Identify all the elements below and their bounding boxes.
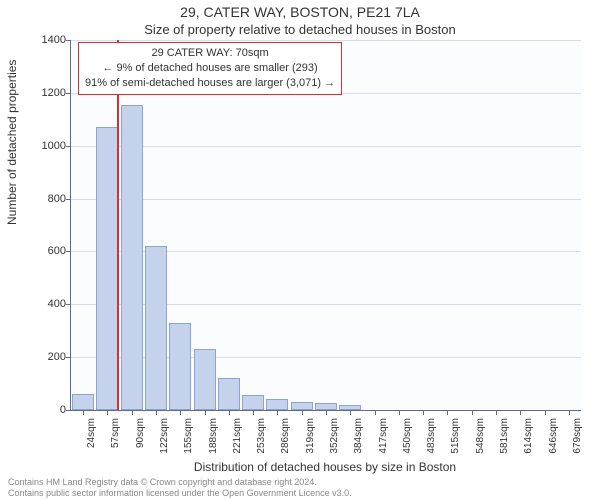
xtick-mark [423, 410, 424, 415]
xtick-mark [253, 410, 254, 415]
xtick-label: 352sqm [329, 418, 340, 454]
xtick-mark [229, 410, 230, 415]
xtick-mark [205, 410, 206, 415]
ytick-mark [66, 357, 71, 358]
xtick-mark [545, 410, 546, 415]
bar [291, 402, 313, 410]
chart-container: 29, CATER WAY, BOSTON, PE21 7LA Size of … [0, 0, 600, 500]
ytick-mark [66, 93, 71, 94]
title-sub: Size of property relative to detached ho… [0, 22, 600, 37]
ytick-mark [66, 40, 71, 41]
xtick-label: 646sqm [548, 418, 559, 454]
ytick-label: 400 [16, 298, 66, 310]
plot-area [70, 40, 581, 411]
xtick-mark [277, 410, 278, 415]
xtick-label: 122sqm [159, 418, 170, 454]
xtick-mark [156, 410, 157, 415]
ytick-label: 200 [16, 351, 66, 363]
bar [266, 399, 288, 410]
xtick-label: 548sqm [475, 418, 486, 454]
xtick-mark [326, 410, 327, 415]
xtick-mark [496, 410, 497, 415]
xtick-mark [107, 410, 108, 415]
bar [315, 403, 337, 410]
xtick-label: 221sqm [232, 418, 243, 454]
ytick-mark [66, 199, 71, 200]
bar [96, 127, 118, 410]
xtick-label: 253sqm [256, 418, 267, 454]
xtick-label: 679sqm [572, 418, 583, 454]
gridline [71, 40, 581, 41]
footer-line-2: Contains public sector information licen… [8, 488, 352, 498]
gridline [71, 146, 581, 147]
xtick-label: 515sqm [450, 418, 461, 454]
xtick-mark [180, 410, 181, 415]
xtick-mark [472, 410, 473, 415]
xtick-label: 450sqm [402, 418, 413, 454]
xtick-label: 24sqm [86, 418, 97, 448]
info-line-2: ← 9% of detached houses are smaller (293… [85, 61, 335, 76]
ytick-mark [66, 410, 71, 411]
info-box: 29 CATER WAY: 70sqm ← 9% of detached hou… [78, 42, 342, 95]
bar [194, 349, 216, 410]
xtick-label: 417sqm [378, 418, 389, 454]
bar [242, 395, 264, 410]
xtick-label: 188sqm [208, 418, 219, 454]
xtick-mark [350, 410, 351, 415]
info-line-3: 91% of semi-detached houses are larger (… [85, 76, 335, 91]
ytick-label: 0 [16, 404, 66, 416]
ytick-mark [66, 304, 71, 305]
xtick-mark [132, 410, 133, 415]
info-line-1: 29 CATER WAY: 70sqm [85, 46, 335, 61]
ytick-label: 1000 [16, 140, 66, 152]
xtick-mark [83, 410, 84, 415]
ytick-label: 600 [16, 245, 66, 257]
ytick-label: 800 [16, 193, 66, 205]
ytick-label: 1200 [16, 87, 66, 99]
xtick-label: 581sqm [499, 418, 510, 454]
footer-line-1: Contains HM Land Registry data © Crown c… [8, 477, 352, 487]
xtick-label: 57sqm [110, 418, 121, 448]
footer: Contains HM Land Registry data © Crown c… [8, 477, 352, 498]
xtick-label: 614sqm [523, 418, 534, 454]
bar [121, 105, 143, 410]
bar [72, 394, 94, 410]
property-marker-line [117, 40, 119, 410]
bar [218, 378, 240, 410]
xtick-label: 319sqm [305, 418, 316, 454]
bar [169, 323, 191, 410]
xtick-label: 384sqm [353, 418, 364, 454]
ytick-mark [66, 146, 71, 147]
xtick-mark [569, 410, 570, 415]
bar [145, 246, 167, 410]
xtick-mark [375, 410, 376, 415]
title-main: 29, CATER WAY, BOSTON, PE21 7LA [0, 4, 600, 20]
xtick-label: 483sqm [426, 418, 437, 454]
xtick-mark [447, 410, 448, 415]
xtick-label: 155sqm [183, 418, 194, 454]
xtick-mark [302, 410, 303, 415]
xtick-label: 286sqm [280, 418, 291, 454]
ytick-mark [66, 251, 71, 252]
x-axis-label: Distribution of detached houses by size … [70, 460, 580, 474]
xtick-mark [399, 410, 400, 415]
xtick-mark [520, 410, 521, 415]
gridline [71, 199, 581, 200]
xtick-label: 90sqm [135, 418, 146, 448]
ytick-label: 1400 [16, 34, 66, 46]
